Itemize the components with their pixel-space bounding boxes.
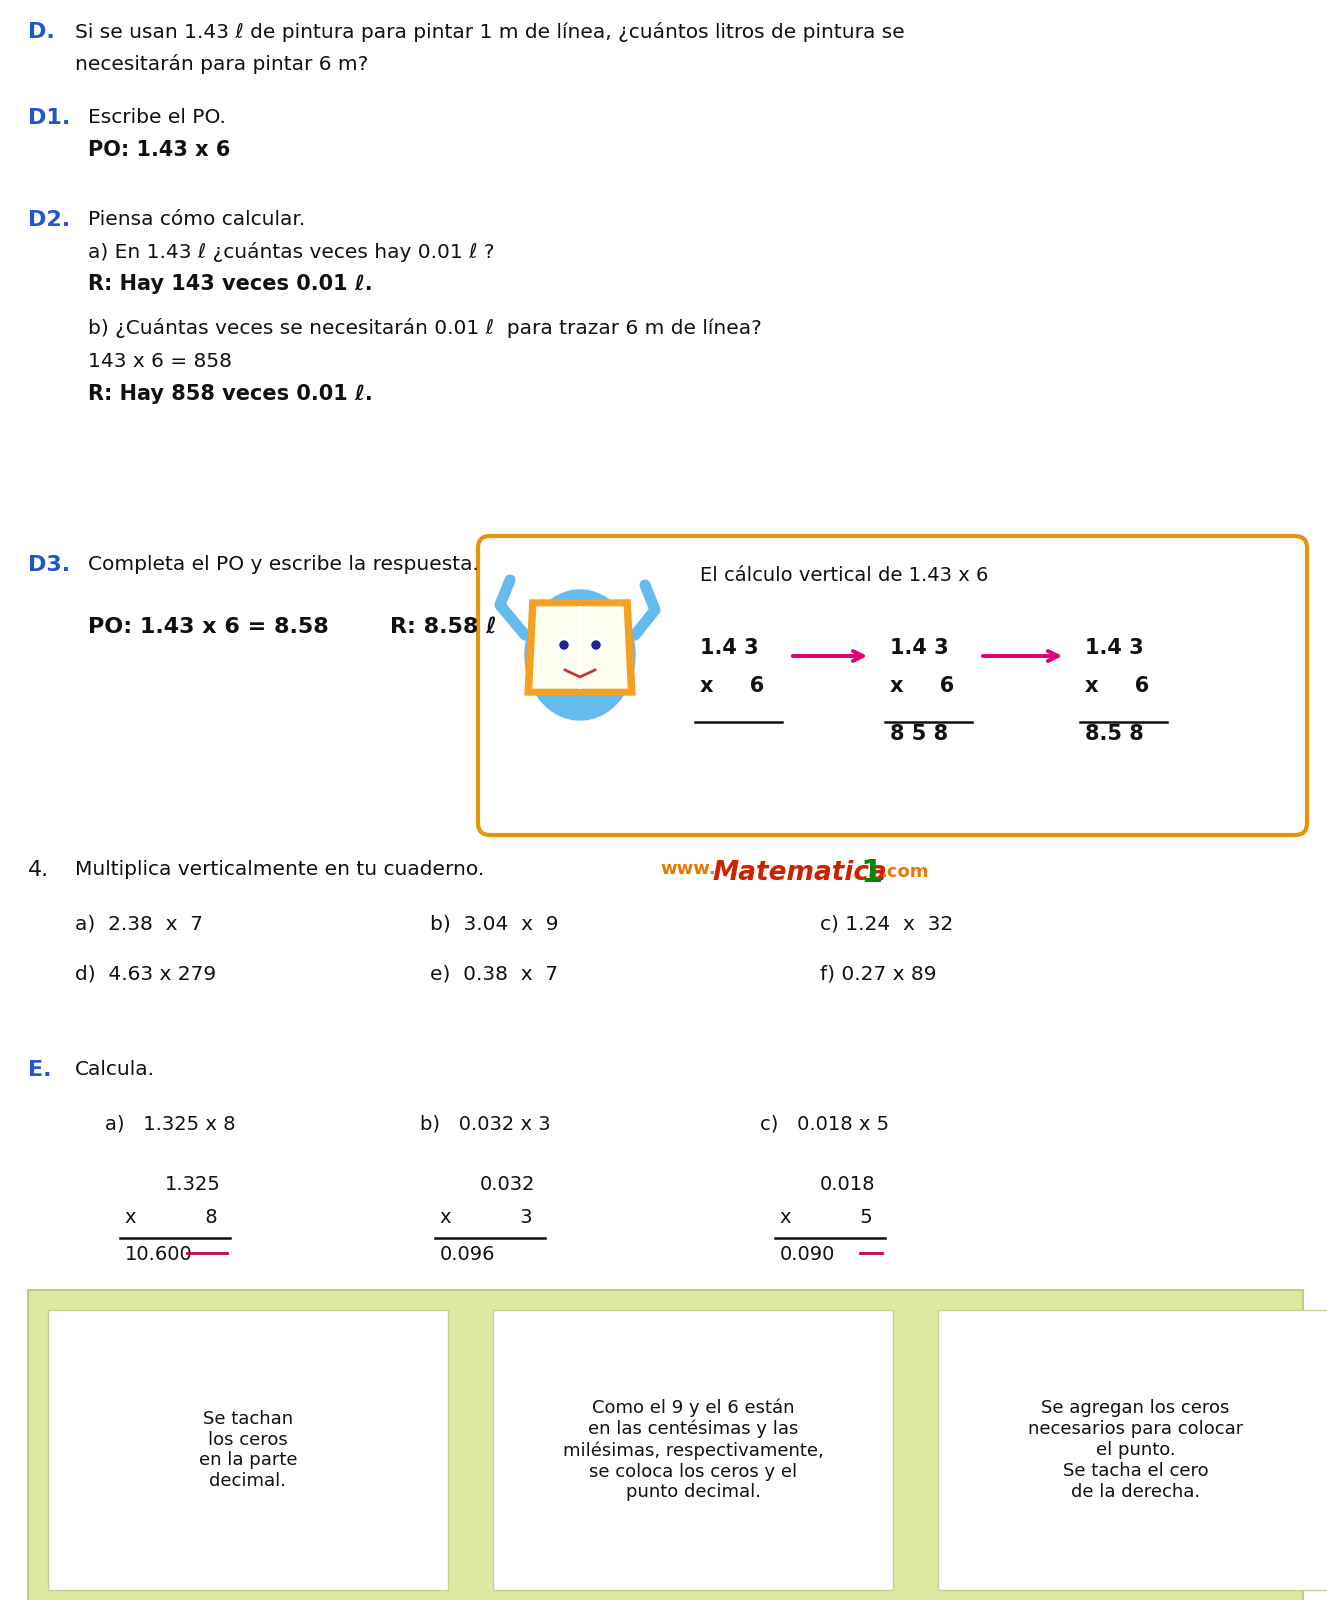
Circle shape: [556, 637, 572, 653]
Circle shape: [560, 642, 568, 650]
Ellipse shape: [525, 590, 636, 720]
Text: Multiplica verticalmente en tu cuaderno.: Multiplica verticalmente en tu cuaderno.: [76, 861, 484, 878]
Text: c) 1.24  x  32: c) 1.24 x 32: [820, 915, 953, 934]
FancyBboxPatch shape: [28, 1290, 1303, 1600]
Polygon shape: [533, 606, 626, 688]
Text: D3.: D3.: [28, 555, 70, 574]
Text: b)  3.04  x  9: b) 3.04 x 9: [430, 915, 559, 934]
Text: f) 0.27 x 89: f) 0.27 x 89: [820, 965, 937, 984]
Text: 1.4 3: 1.4 3: [701, 638, 759, 658]
Polygon shape: [525, 600, 636, 694]
FancyBboxPatch shape: [478, 536, 1307, 835]
Text: a)   1.325 x 8: a) 1.325 x 8: [105, 1115, 235, 1134]
Text: a) En 1.43 ℓ ¿cuántas veces hay 0.01 ℓ ?: a) En 1.43 ℓ ¿cuántas veces hay 0.01 ℓ ?: [88, 242, 495, 262]
Text: 0.032: 0.032: [480, 1174, 536, 1194]
FancyBboxPatch shape: [938, 1310, 1327, 1590]
Text: D1.: D1.: [28, 109, 70, 128]
Circle shape: [588, 637, 604, 653]
Text: 0.090: 0.090: [780, 1245, 836, 1264]
Text: PO: 1.43 x 6 = 8.58: PO: 1.43 x 6 = 8.58: [88, 618, 329, 637]
Text: 10.600: 10.600: [125, 1245, 192, 1264]
Text: 4.: 4.: [28, 861, 49, 880]
Text: e)  0.38  x  7: e) 0.38 x 7: [430, 965, 559, 984]
Circle shape: [592, 642, 600, 650]
Text: 1.4 3: 1.4 3: [890, 638, 949, 658]
Text: Matematica: Matematica: [713, 861, 886, 886]
Text: Se agregan los ceros
necesarios para colocar
el punto.
Se tacha el cero
de la de: Se agregan los ceros necesarios para col…: [1028, 1400, 1243, 1501]
Text: Escribe el PO.: Escribe el PO.: [88, 109, 226, 126]
Text: 0.096: 0.096: [441, 1245, 495, 1264]
Text: x           5: x 5: [780, 1208, 873, 1227]
Text: Si se usan 1.43 ℓ de pintura para pintar 1 m de línea, ¿cuántos litros de pintur: Si se usan 1.43 ℓ de pintura para pintar…: [76, 22, 905, 42]
Text: b)   0.032 x 3: b) 0.032 x 3: [421, 1115, 551, 1134]
Text: x     6: x 6: [1085, 675, 1149, 696]
Text: d)  4.63 x 279: d) 4.63 x 279: [76, 965, 216, 984]
Text: E.: E.: [28, 1059, 52, 1080]
Text: 1.325: 1.325: [165, 1174, 220, 1194]
Text: D.: D.: [28, 22, 54, 42]
Text: x           3: x 3: [441, 1208, 532, 1227]
Text: 8.5 8: 8.5 8: [1085, 723, 1144, 744]
Text: a)  2.38  x  7: a) 2.38 x 7: [76, 915, 203, 934]
Text: www.: www.: [660, 861, 715, 878]
Text: Calcula.: Calcula.: [76, 1059, 155, 1078]
FancyBboxPatch shape: [494, 1310, 893, 1590]
Text: D2.: D2.: [28, 210, 70, 230]
Text: x           8: x 8: [125, 1208, 218, 1227]
Text: R: Hay 143 veces 0.01 ℓ.: R: Hay 143 veces 0.01 ℓ.: [88, 274, 373, 294]
Text: necesitarán para pintar 6 m?: necesitarán para pintar 6 m?: [76, 54, 369, 74]
Text: PO: 1.43 x 6: PO: 1.43 x 6: [88, 141, 231, 160]
Text: 143 x 6 = 858: 143 x 6 = 858: [88, 352, 232, 371]
Text: 8 5 8: 8 5 8: [890, 723, 947, 744]
Text: 0.018: 0.018: [820, 1174, 876, 1194]
FancyBboxPatch shape: [48, 1310, 449, 1590]
Text: Se tachan
los ceros
en la parte
decimal.: Se tachan los ceros en la parte decimal.: [199, 1410, 297, 1490]
Text: R: 8.58 ℓ: R: 8.58 ℓ: [390, 618, 496, 637]
Text: 1.4 3: 1.4 3: [1085, 638, 1144, 658]
Text: x     6: x 6: [890, 675, 954, 696]
Text: El cálculo vertical de 1.43 x 6: El cálculo vertical de 1.43 x 6: [701, 566, 989, 586]
Text: Como el 9 y el 6 están
en las centésimas y las
milésimas, respectivamente,
se co: Como el 9 y el 6 están en las centésimas…: [563, 1398, 823, 1501]
Text: x     6: x 6: [701, 675, 764, 696]
Text: Completa el PO y escribe la respuesta.: Completa el PO y escribe la respuesta.: [88, 555, 479, 574]
Text: .com: .com: [880, 862, 929, 882]
Text: b) ¿Cuántas veces se necesitarán 0.01 ℓ  para trazar 6 m de línea?: b) ¿Cuántas veces se necesitarán 0.01 ℓ …: [88, 318, 762, 338]
Text: R: Hay 858 veces 0.01 ℓ.: R: Hay 858 veces 0.01 ℓ.: [88, 384, 373, 403]
Text: 1: 1: [860, 858, 882, 890]
Text: c)   0.018 x 5: c) 0.018 x 5: [760, 1115, 889, 1134]
Text: Piensa cómo calcular.: Piensa cómo calcular.: [88, 210, 305, 229]
